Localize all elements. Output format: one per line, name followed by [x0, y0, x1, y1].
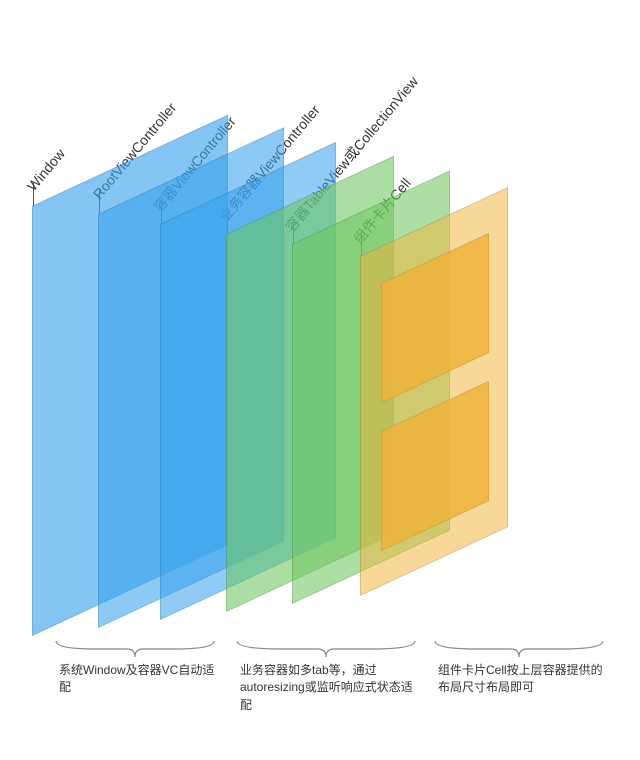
- brace-1: [236, 640, 416, 658]
- layer-cell: [360, 187, 508, 596]
- brace-0: [55, 640, 215, 658]
- cell-card-1: [381, 381, 489, 551]
- caption-2: 组件卡片Cell按上层容器提供的布局尺寸布局即可: [438, 662, 604, 697]
- caption-1: 业务容器如多tab等，通过autoresizing或监听响应式状态适配: [240, 662, 416, 714]
- cell-card-0: [381, 233, 489, 403]
- brace-2: [434, 640, 604, 658]
- caption-0: 系统Window及容器VC自动适配: [59, 662, 215, 697]
- captions-region: 系统Window及容器VC自动适配业务容器如多tab等，通过autoresizi…: [0, 640, 640, 760]
- layer-stage: [0, 180, 640, 660]
